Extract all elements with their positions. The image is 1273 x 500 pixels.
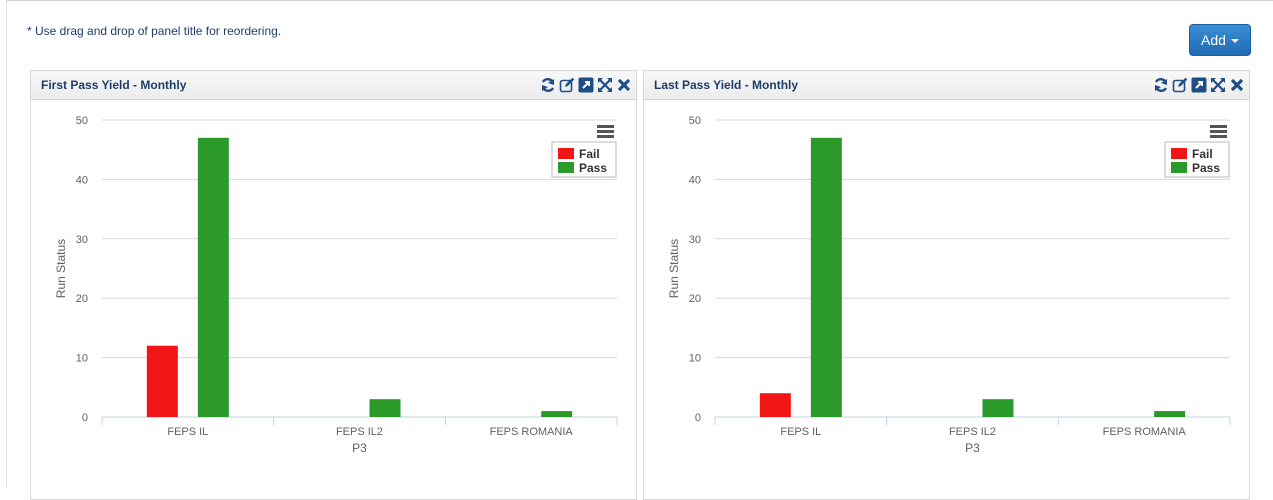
legend-swatch-fail[interactable] bbox=[558, 148, 574, 159]
y-tick-label: 30 bbox=[689, 234, 701, 246]
panel-toolbar bbox=[1153, 77, 1245, 93]
close-icon[interactable] bbox=[1229, 77, 1245, 93]
y-tick-label: 10 bbox=[689, 353, 701, 365]
menu-bar bbox=[1210, 125, 1227, 128]
y-tick-label: 30 bbox=[76, 234, 88, 246]
caret-down-icon bbox=[1230, 39, 1239, 43]
bar-pass[interactable] bbox=[541, 411, 573, 417]
y-tick-label: 20 bbox=[689, 293, 701, 305]
top-border bbox=[6, 0, 1273, 5]
y-tick-label: 50 bbox=[689, 115, 701, 127]
menu-bar bbox=[1210, 130, 1227, 133]
panel-toolbar bbox=[540, 77, 632, 93]
bar-pass[interactable] bbox=[197, 137, 229, 417]
y-axis-title: Run Status bbox=[54, 239, 68, 298]
bar-fail[interactable] bbox=[759, 393, 791, 417]
bar-pass[interactable] bbox=[982, 399, 1014, 417]
x-tick-label: FEPS IL bbox=[780, 426, 821, 438]
y-tick-label: 50 bbox=[76, 115, 88, 127]
legend-swatch-pass[interactable] bbox=[558, 162, 574, 173]
chart-menu-icon[interactable] bbox=[597, 125, 614, 138]
x-tick-label: FEPS ROMANIA bbox=[1103, 426, 1187, 438]
panel-title: First Pass Yield - Monthly bbox=[41, 78, 187, 92]
x-tick-label: FEPS IL bbox=[167, 426, 208, 438]
legend-label-pass[interactable]: Pass bbox=[1192, 161, 1220, 175]
y-tick-label: 0 bbox=[695, 412, 701, 424]
x-axis-title: P3 bbox=[965, 441, 980, 455]
bar-pass[interactable] bbox=[810, 137, 842, 417]
reorder-hint: * Use drag and drop of panel title for r… bbox=[27, 24, 282, 38]
legend-label-fail[interactable]: Fail bbox=[579, 147, 600, 161]
menu-bar bbox=[597, 135, 614, 138]
refresh-icon[interactable] bbox=[1153, 77, 1169, 93]
bar-pass[interactable] bbox=[1154, 411, 1186, 417]
y-axis-title: Run Status bbox=[667, 239, 681, 298]
legend-label-fail[interactable]: Fail bbox=[1192, 147, 1213, 161]
fullscreen-icon[interactable] bbox=[597, 77, 613, 93]
panel-header[interactable]: First Pass Yield - Monthly bbox=[31, 71, 636, 100]
y-tick-label: 40 bbox=[689, 174, 701, 186]
open-external-icon[interactable] bbox=[578, 77, 594, 93]
bar-pass[interactable] bbox=[369, 399, 401, 417]
left-border bbox=[6, 0, 7, 488]
legend-swatch-fail[interactable] bbox=[1171, 148, 1187, 159]
edit-icon[interactable] bbox=[1172, 77, 1188, 93]
x-tick-label: FEPS IL2 bbox=[949, 426, 996, 438]
x-tick-label: FEPS IL2 bbox=[336, 426, 383, 438]
x-axis-title: P3 bbox=[352, 441, 367, 455]
open-external-icon[interactable] bbox=[1191, 77, 1207, 93]
y-tick-label: 0 bbox=[82, 412, 88, 424]
chart-menu-icon[interactable] bbox=[1210, 125, 1227, 138]
add-button[interactable]: Add bbox=[1189, 24, 1251, 56]
menu-bar bbox=[1210, 135, 1227, 138]
panel-last-pass-yield: Last Pass Yield - Monthly 0 10 20 30 40 50 FEP… bbox=[643, 70, 1250, 500]
y-tick-label: 20 bbox=[76, 293, 88, 305]
y-tick-label: 10 bbox=[76, 353, 88, 365]
add-button-label: Add bbox=[1201, 32, 1226, 48]
legend-swatch-pass[interactable] bbox=[1171, 162, 1187, 173]
bar-fail[interactable] bbox=[146, 345, 178, 417]
menu-bar bbox=[597, 130, 614, 133]
bar-chart: 0 10 20 30 40 50 FEPS IL FEPS IL2 FEPS ROMANIA P3… bbox=[667, 115, 1231, 455]
bar-chart: 0 10 20 30 40 50 FEPS IL FEPS IL2 FEPS ROMANIA P3… bbox=[54, 115, 618, 455]
legend-label-pass[interactable]: Pass bbox=[579, 161, 607, 175]
menu-bar bbox=[597, 125, 614, 128]
close-icon[interactable] bbox=[616, 77, 632, 93]
y-tick-label: 40 bbox=[76, 174, 88, 186]
panel-first-pass-yield: First Pass Yield - Monthly 0 10 20 30 40 50 FE… bbox=[30, 70, 637, 500]
fullscreen-icon[interactable] bbox=[1210, 77, 1226, 93]
edit-icon[interactable] bbox=[559, 77, 575, 93]
refresh-icon[interactable] bbox=[540, 77, 556, 93]
x-tick-label: FEPS ROMANIA bbox=[490, 426, 574, 438]
panel-title: Last Pass Yield - Monthly bbox=[654, 78, 799, 92]
panel-header[interactable]: Last Pass Yield - Monthly bbox=[644, 71, 1249, 100]
